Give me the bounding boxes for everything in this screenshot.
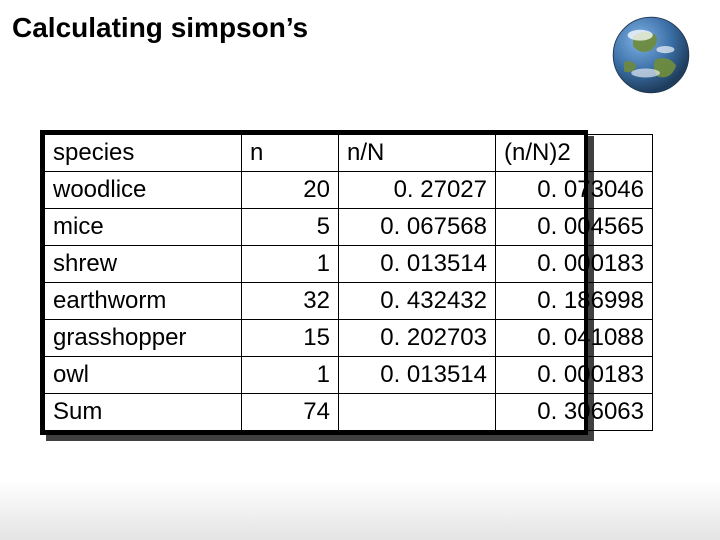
table-row: shrew 1 0. 013514 0. 000183 [45, 246, 653, 283]
cell-nN2: 0. 000183 [496, 246, 653, 283]
cell-species: mice [45, 209, 242, 246]
cell-n: 20 [242, 172, 339, 209]
footer-gradient [0, 480, 720, 540]
cell-nN2: 0. 073046 [496, 172, 653, 209]
table-row: woodlice 20 0. 27027 0. 073046 [45, 172, 653, 209]
cell-nN2: 0. 041088 [496, 320, 653, 357]
page-title: Calculating simpson’s [12, 12, 308, 44]
table-row: owl 1 0. 013514 0. 000183 [45, 357, 653, 394]
cell-n: 1 [242, 357, 339, 394]
col-header-n: n [242, 135, 339, 172]
table-row: grasshopper 15 0. 202703 0. 041088 [45, 320, 653, 357]
cell-species: Sum [45, 394, 242, 431]
cell-n: 1 [242, 246, 339, 283]
cell-nN: 0. 013514 [339, 357, 496, 394]
data-table: species n n/N (n/N)2 woodlice 20 0. 2702… [44, 134, 653, 431]
cell-nN: 0. 067568 [339, 209, 496, 246]
table-header-row: species n n/N (n/N)2 [45, 135, 653, 172]
cell-nN: 0. 432432 [339, 283, 496, 320]
table-row: earthworm 32 0. 432432 0. 186998 [45, 283, 653, 320]
cell-nN2: 0. 000183 [496, 357, 653, 394]
cell-nN2: 0. 306063 [496, 394, 653, 431]
table-row: mice 5 0. 067568 0. 004565 [45, 209, 653, 246]
simpsons-table: species n n/N (n/N)2 woodlice 20 0. 2702… [40, 130, 588, 435]
cell-nN: 0. 202703 [339, 320, 496, 357]
table-row-sum: Sum 74 0. 306063 [45, 394, 653, 431]
cell-nN: 0. 27027 [339, 172, 496, 209]
cell-species: owl [45, 357, 242, 394]
cell-nN2: 0. 004565 [496, 209, 653, 246]
cell-nN [339, 394, 496, 431]
cell-n: 32 [242, 283, 339, 320]
cell-nN: 0. 013514 [339, 246, 496, 283]
cell-n: 5 [242, 209, 339, 246]
col-header-species: species [45, 135, 242, 172]
slide: Calculating simpson’s species [0, 0, 720, 540]
cell-species: woodlice [45, 172, 242, 209]
col-header-nN2: (n/N)2 [496, 135, 653, 172]
cell-n: 15 [242, 320, 339, 357]
earth-globe-icon [606, 10, 696, 100]
cell-species: earthworm [45, 283, 242, 320]
cell-n: 74 [242, 394, 339, 431]
cell-species: grasshopper [45, 320, 242, 357]
cell-nN2: 0. 186998 [496, 283, 653, 320]
col-header-nN: n/N [339, 135, 496, 172]
cell-species: shrew [45, 246, 242, 283]
